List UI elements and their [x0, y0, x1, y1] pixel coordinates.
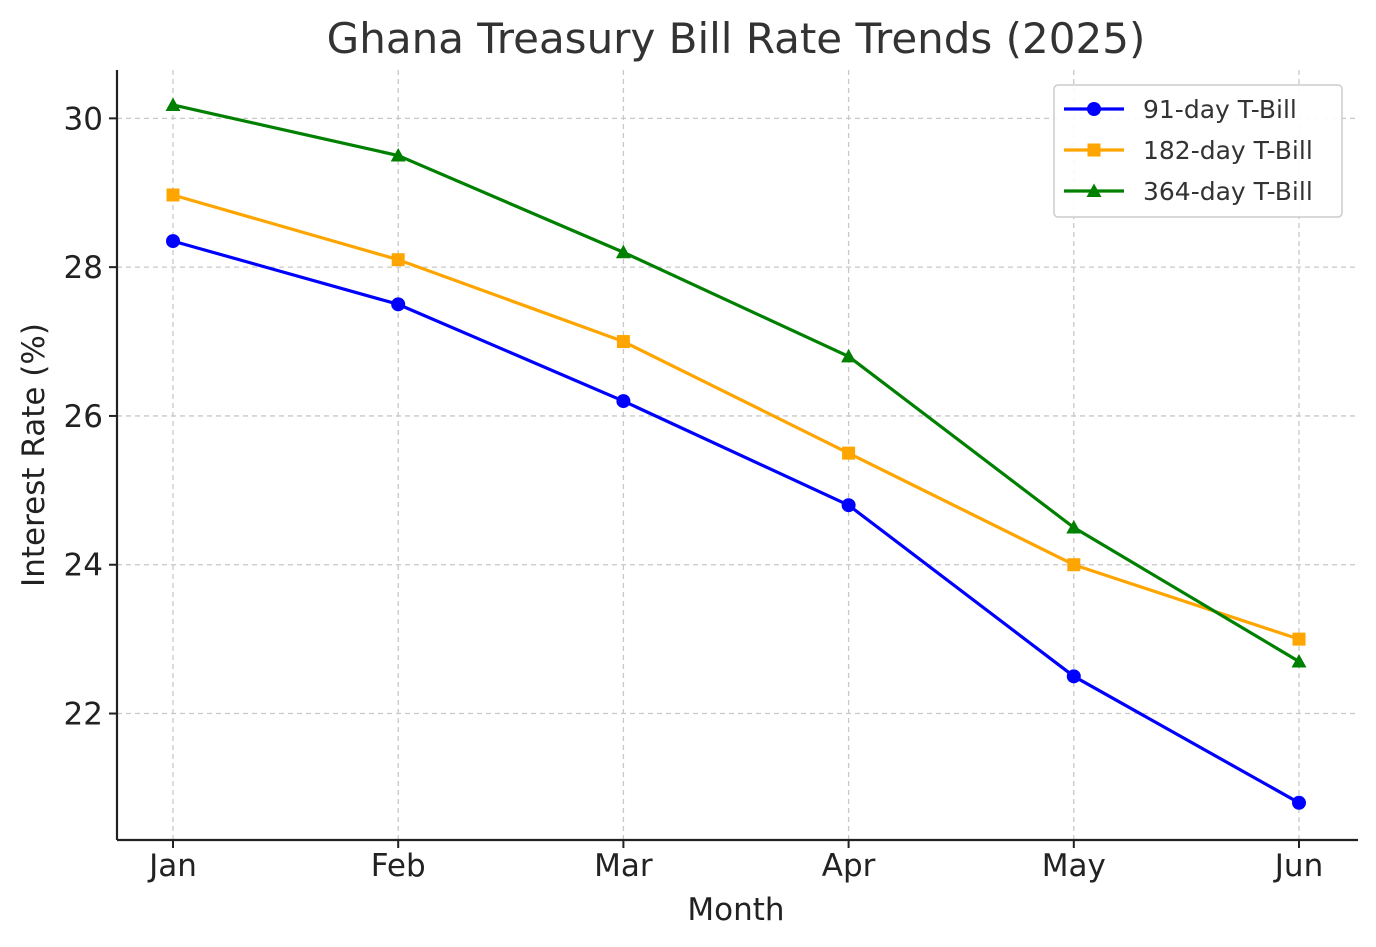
y-tick-label: 24: [64, 548, 103, 584]
series-line: [172, 103, 1300, 663]
legend-label: 182-day T-Bill: [1143, 136, 1313, 165]
data-point: [1087, 143, 1101, 157]
axes: Jan Feb Mar Apr May Jun 22 24 26 28 30: [64, 70, 1358, 884]
x-tick-label: May: [1042, 848, 1106, 884]
data-point: [165, 97, 181, 111]
data-point: [391, 297, 406, 312]
data-point: [616, 394, 631, 409]
y-tick-label: 28: [64, 250, 103, 286]
x-tick-label: Apr: [822, 848, 876, 884]
legend-box: [1053, 84, 1343, 218]
data-point: [390, 148, 406, 162]
chart-title: Ghana Treasury Bill Rate Trends (2025): [327, 14, 1146, 63]
data-point: [1087, 102, 1101, 116]
y-tick-label: 26: [64, 399, 103, 435]
data-point: [166, 188, 180, 202]
y-tick-label: 22: [64, 697, 103, 733]
data-point: [166, 234, 180, 249]
data-point: [1066, 669, 1081, 684]
data-point: [391, 253, 405, 267]
series-line: [172, 193, 1300, 641]
data-point: [616, 335, 630, 349]
x-tick-label: Jan: [147, 848, 197, 884]
data-point: [1291, 653, 1307, 668]
legend-label: 91-day T-Bill: [1143, 95, 1297, 124]
legend-label: 364-day T-Bill: [1143, 177, 1313, 206]
data-point: [1067, 558, 1081, 572]
x-tick-label: Feb: [371, 848, 426, 884]
series-line: [172, 239, 1300, 805]
data-point: [1292, 795, 1306, 810]
data-point: [1086, 183, 1102, 197]
data-point: [1066, 520, 1082, 534]
legend: 91-day T-Bill 182-day T-Bill 364-day T-Bil…: [1053, 84, 1343, 218]
data-point: [841, 348, 857, 363]
x-tick-label: Jun: [1273, 848, 1323, 884]
series-group: [165, 97, 1307, 810]
data-point: [1292, 632, 1306, 646]
y-axis-label: Interest Rate (%): [16, 323, 52, 587]
x-tick-label: Mar: [594, 848, 653, 884]
x-axis-label: Month: [687, 892, 784, 928]
data-point: [841, 498, 856, 513]
data-point: [615, 244, 631, 259]
y-tick-label: 30: [64, 101, 103, 137]
data-point: [842, 446, 856, 460]
